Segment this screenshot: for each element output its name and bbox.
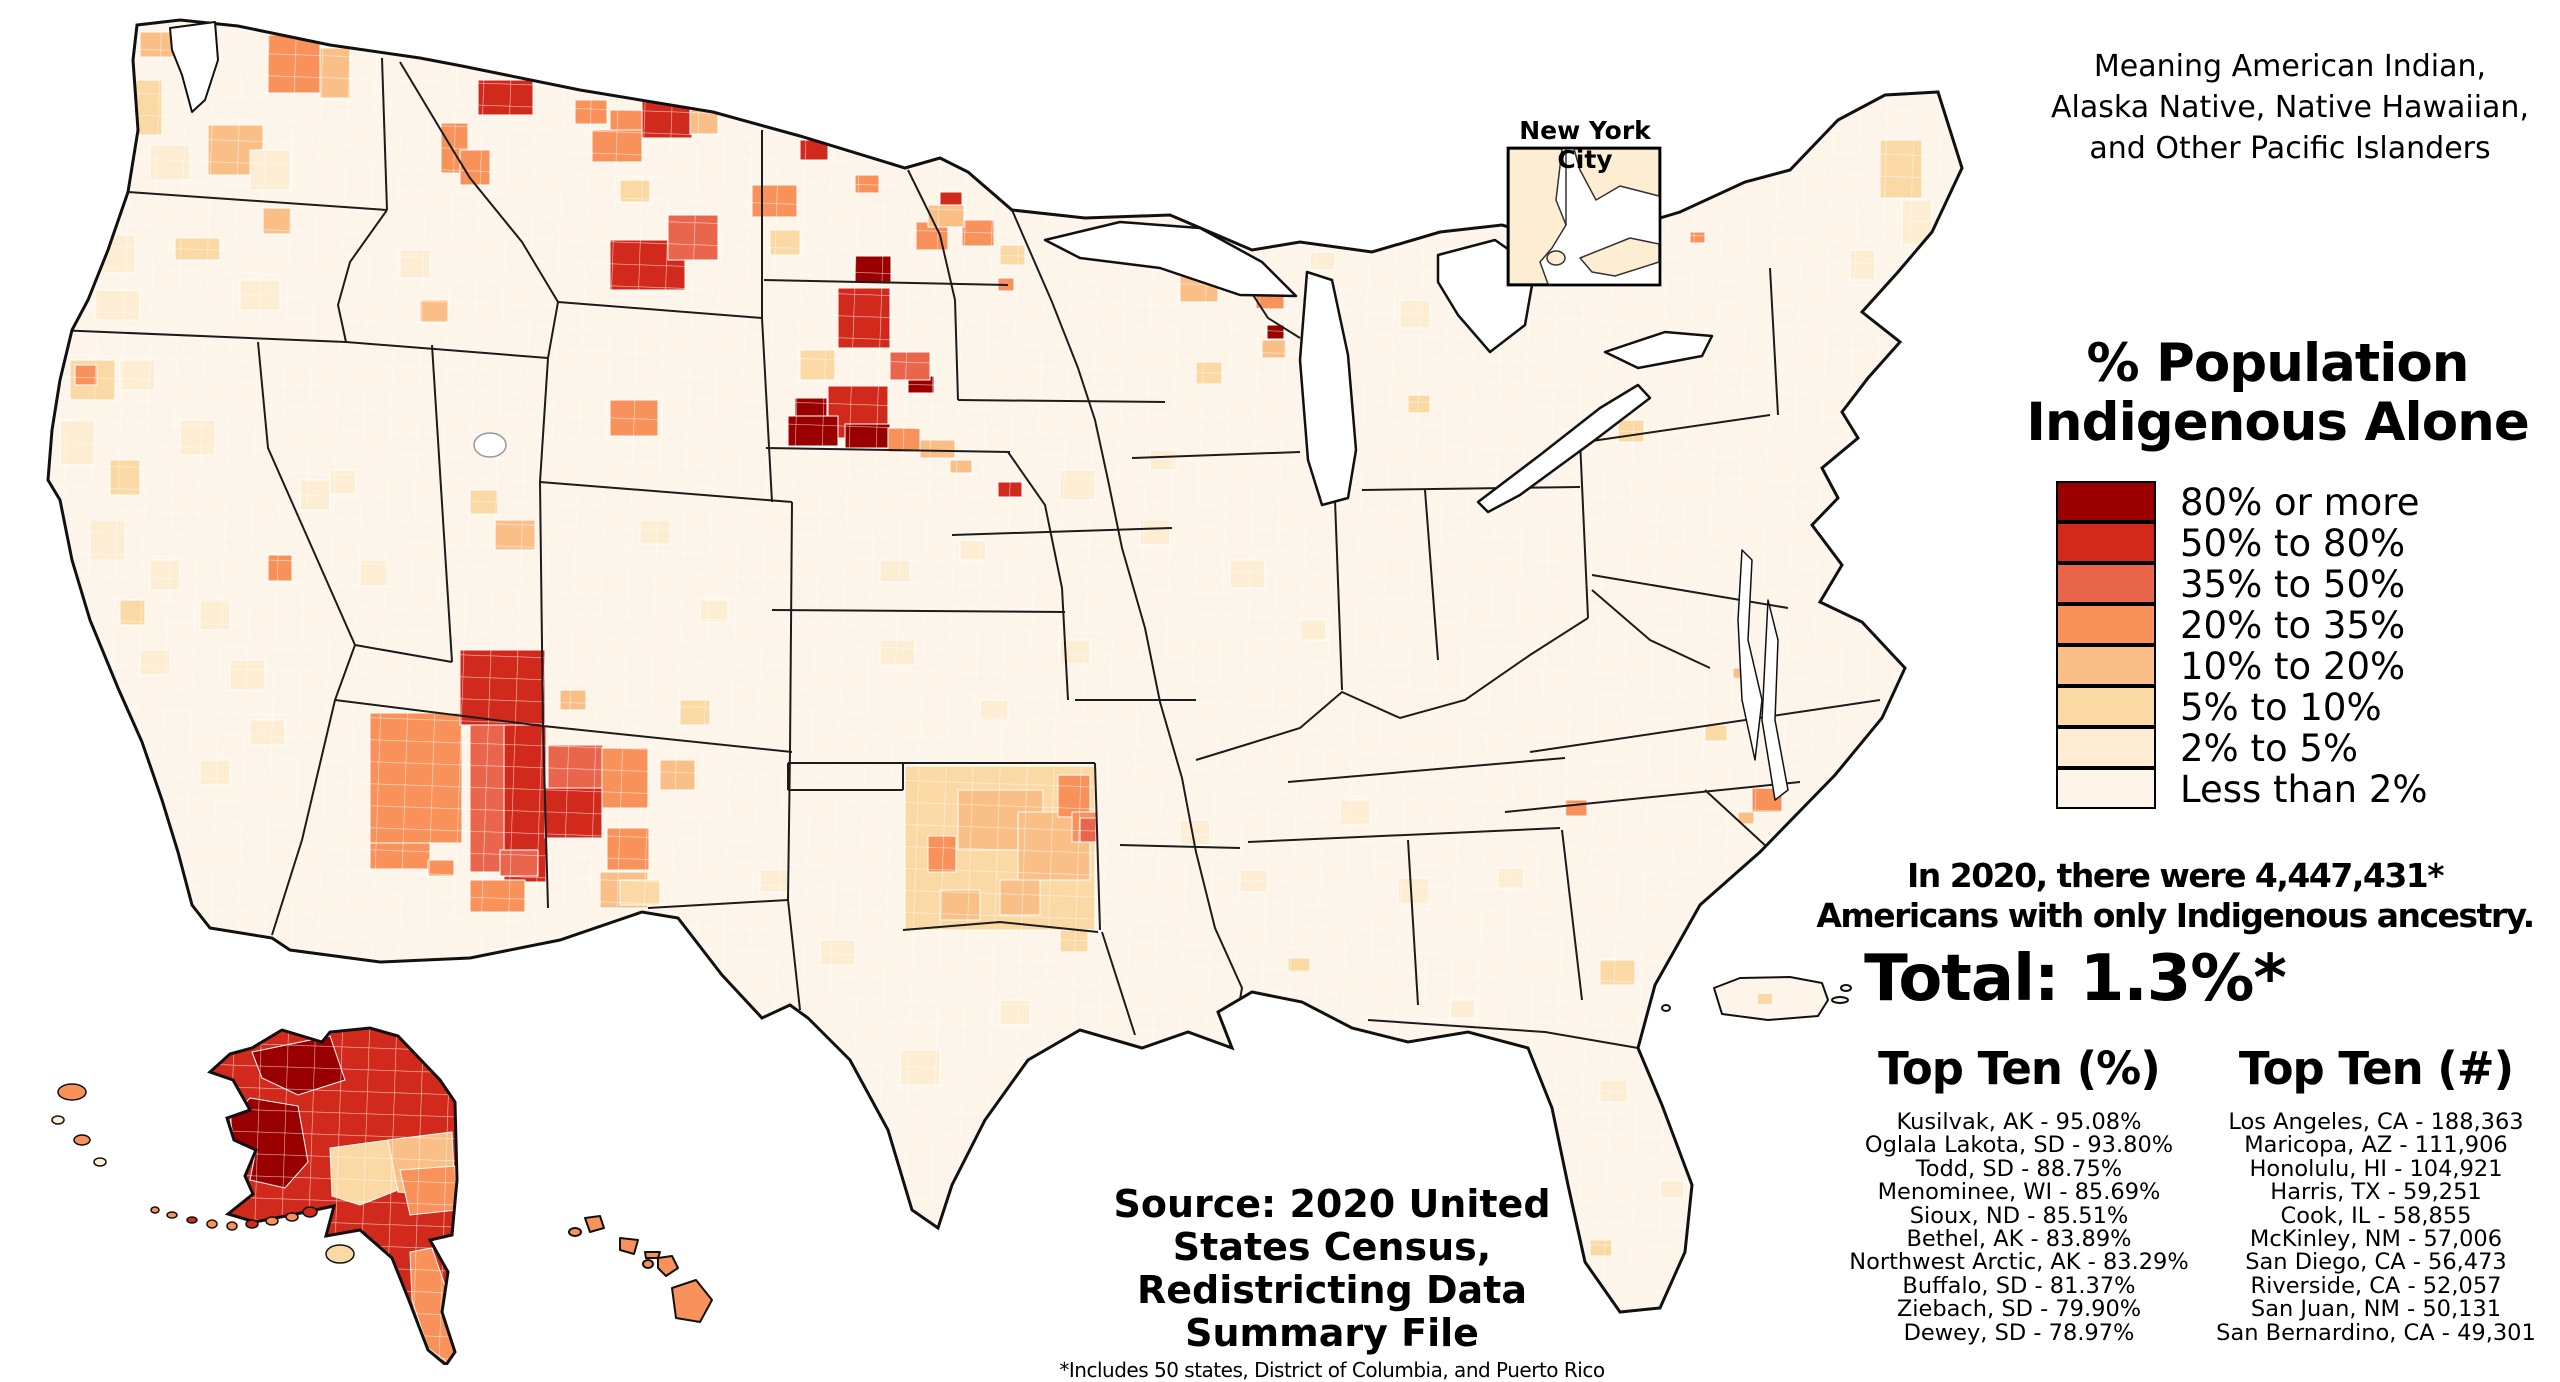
state-borders xyxy=(55,57,1881,1049)
list-item: Dewey, SD - 78.97% xyxy=(1903,1319,2135,1346)
legend-row: 50% to 80% xyxy=(2056,521,2428,565)
stats-summary: In 2020, there were 4,447,431* Americans… xyxy=(1816,856,2535,935)
top-ten-percent-title: Top Ten (%) xyxy=(1878,1042,2161,1095)
list-item: McKinley, NM - 57,006 xyxy=(2249,1226,2503,1253)
puget-sound xyxy=(169,21,219,113)
legend-label: 10% to 20% xyxy=(2180,645,2406,688)
list-item: Maricopa, AZ - 111,906 xyxy=(2244,1132,2508,1159)
island-maui xyxy=(657,1255,679,1277)
legend-label: 50% to 80% xyxy=(2180,522,2406,565)
legend-title: % Population Indigenous Alone xyxy=(2026,333,2530,453)
legend-row: Less than 2% xyxy=(2056,767,2428,811)
list-item: Todd, SD - 88.75% xyxy=(1915,1155,2123,1182)
note-line: Meaning American Indian, xyxy=(2093,49,2487,84)
hawaii-region xyxy=(568,1215,713,1323)
list-item: Honolulu, HI - 104,921 xyxy=(2249,1155,2503,1182)
nyc-inset-label: New York City xyxy=(1519,116,1651,174)
top-ten-count-title: Top Ten (#) xyxy=(2238,1042,2514,1095)
legend-swatch-20to35 xyxy=(2056,603,2156,645)
list-item: San Juan, NM - 50,131 xyxy=(2250,1296,2502,1323)
legend-label: 2% to 5% xyxy=(2180,727,2359,770)
legend-row: 10% to 20% xyxy=(2056,644,2428,688)
great-salt-lake xyxy=(473,432,507,458)
lake-michigan xyxy=(1298,270,1358,507)
legend-label: 80% or more xyxy=(2180,481,2420,524)
island-niihau xyxy=(568,1227,582,1237)
puerto-rico-region xyxy=(1661,976,1852,1021)
definition-note: Meaning American Indian, Alaska Native, … xyxy=(2030,46,2550,169)
legend-label: Less than 2% xyxy=(2180,768,2428,811)
lake-ontario xyxy=(1603,330,1714,370)
legend-swatch-35to50 xyxy=(2056,562,2156,604)
great-lakes xyxy=(169,21,1789,801)
legend-row: 2% to 5% xyxy=(2056,726,2428,770)
list-item: Bethel, AK - 83.89% xyxy=(1906,1226,2132,1253)
delaware-bay xyxy=(1761,599,1789,801)
list-item: Cook, IL - 58,855 xyxy=(2280,1202,2472,1229)
list-item: Los Angeles, CA - 188,363 xyxy=(2228,1109,2524,1135)
lake-superior xyxy=(1043,220,1298,298)
list-item: Menominee, WI - 85.69% xyxy=(1877,1179,2161,1206)
list-item: Ziebach, SD - 79.90% xyxy=(1896,1296,2142,1323)
note-line: and Other Pacific Islanders xyxy=(2089,131,2491,166)
list-item: Oglala Lakota, SD - 93.80% xyxy=(1864,1132,2174,1159)
island-lanai xyxy=(642,1259,654,1269)
aleutian-islands xyxy=(51,1083,355,1264)
note-line: Alaska Native, Native Hawaiian, xyxy=(2051,90,2529,125)
island-hawaii xyxy=(671,1279,713,1323)
total-percentage: Total: 1.3%* xyxy=(1864,942,2287,1016)
legend-label: 35% to 50% xyxy=(2180,563,2406,606)
list-item: Riverside, CA - 52,057 xyxy=(2250,1272,2502,1299)
source-footnote: *Includes 50 states, District of Columbi… xyxy=(1059,1358,1605,1382)
top-ten-percent-list: Top Ten (%) Kusilvak, AK - 95.08% Oglala… xyxy=(1833,1042,2205,1345)
list-item: Sioux, ND - 85.51% xyxy=(1909,1202,2129,1229)
legend-row: 80% or more xyxy=(2056,480,2428,524)
list-item: Kusilvak, AK - 95.08% xyxy=(1896,1109,2142,1135)
legend-swatch-50to80 xyxy=(2056,521,2156,563)
source-attribution: Source: 2020 United States Census, Redis… xyxy=(1059,1182,1605,1382)
legend-swatch-5to10 xyxy=(2056,685,2156,727)
legend-row: 5% to 10% xyxy=(2056,685,2428,729)
legend-swatch-80plus xyxy=(2056,480,2156,522)
list-item: Northwest Arctic, AK - 83.29% xyxy=(1849,1249,2189,1276)
legend-swatch-less2 xyxy=(2056,767,2156,809)
legend: 80% or more 50% to 80% 35% to 50% 20% to… xyxy=(2056,480,2428,811)
chesapeake-bay xyxy=(1737,549,1763,761)
nyc-inset-map xyxy=(1506,146,1662,287)
island-kauai xyxy=(584,1215,605,1233)
list-item: San Bernardino, CA - 49,301 xyxy=(2216,1319,2536,1346)
legend-row: 35% to 50% xyxy=(2056,562,2428,606)
island-oahu xyxy=(619,1237,639,1255)
legend-swatch-10to20 xyxy=(2056,644,2156,686)
list-item: Harris, TX - 59,251 xyxy=(2270,1179,2482,1206)
legend-swatch-2to5 xyxy=(2056,726,2156,768)
legend-label: 5% to 10% xyxy=(2180,686,2382,729)
list-item: Buffalo, SD - 81.37% xyxy=(1902,1272,2136,1299)
list-item: San Diego, CA - 56,473 xyxy=(2245,1249,2507,1276)
top-ten-count-list: Top Ten (#) Los Angeles, CA - 188,363 Ma… xyxy=(2192,1042,2560,1345)
lake-erie xyxy=(1476,383,1652,514)
legend-label: 20% to 35% xyxy=(2180,604,2406,647)
legend-row: 20% to 35% xyxy=(2056,603,2428,647)
alaska-region xyxy=(51,1026,459,1365)
